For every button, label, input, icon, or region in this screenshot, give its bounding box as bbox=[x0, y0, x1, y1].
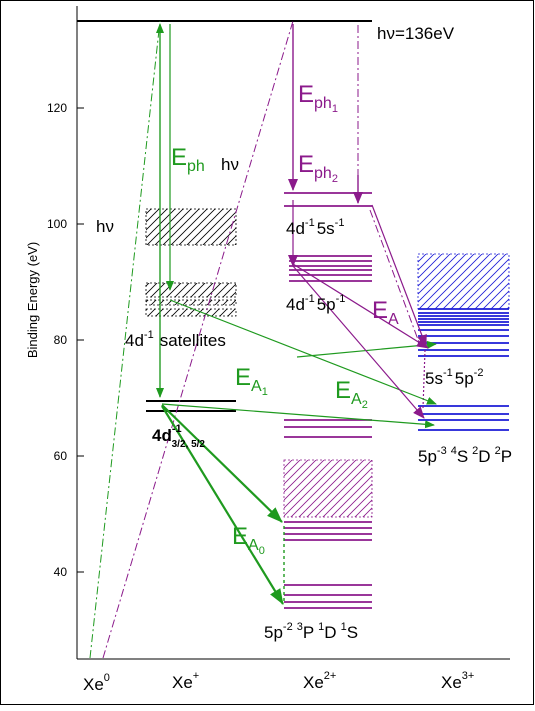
y-tick-60: 60 bbox=[54, 449, 68, 463]
y-tick-120: 120 bbox=[47, 101, 67, 115]
y-tick-40: 40 bbox=[54, 565, 68, 579]
x-axis-labels: Xe0 Xe+ Xe2+ Xe3+ bbox=[83, 670, 474, 694]
hv-line-purple bbox=[102, 20, 294, 659]
y-ticks bbox=[77, 107, 84, 573]
label-5p2: 5p-2 3P 1D 1S bbox=[264, 621, 358, 642]
decay-dashdot-1 bbox=[369, 209, 421, 346]
xlabel-xe3: Xe3+ bbox=[441, 670, 474, 692]
xlabel-xe1: Xe+ bbox=[172, 670, 199, 692]
label-satellites: 4d-1 satellites bbox=[125, 329, 226, 350]
label-ea0: EA0 bbox=[232, 523, 265, 557]
purple-labels: Eph1 Eph2 EA bbox=[298, 81, 399, 328]
label-5s5p: 5s-1 5p-2 bbox=[425, 367, 483, 388]
arrow-sat-to-5p3 bbox=[169, 299, 437, 405]
label-hv-mid: hν bbox=[221, 155, 239, 174]
xlabel-xe0: Xe0 bbox=[83, 672, 110, 694]
black-labels: hν hν 4d-1 satellites 4d-1 3/2, 5/2 4d-1 5s… bbox=[96, 155, 512, 642]
label-eph: Eph bbox=[171, 144, 205, 175]
label-ea2: EA2 bbox=[335, 377, 368, 411]
xe3-dotted-connector bbox=[422, 349, 426, 409]
label-ea1: EA1 bbox=[235, 364, 268, 398]
arrow-ea0-b bbox=[161, 405, 284, 605]
purple-arrows bbox=[288, 24, 429, 419]
label-ea: EA bbox=[372, 297, 399, 328]
label-4d5s: 4d-1 5s-1 bbox=[286, 217, 344, 238]
y-tick-labels: 120 100 80 60 40 bbox=[47, 101, 67, 579]
arrow-ea0-a bbox=[161, 404, 283, 523]
xe1-4d-levels bbox=[146, 400, 236, 412]
arrow-4d5s-to-5s5p bbox=[371, 204, 427, 347]
label-5p3: 5p-3 4S 2D 2P bbox=[418, 445, 512, 466]
label-eph1: Eph1 bbox=[298, 81, 338, 115]
xe2-levels bbox=[284, 192, 372, 609]
label-hv-left: hν bbox=[96, 217, 114, 236]
hv-136ev-label: hν=136eV bbox=[377, 24, 455, 43]
y-tick-100: 100 bbox=[47, 217, 67, 231]
xlabel-xe2: Xe2+ bbox=[303, 670, 336, 692]
arrow-ea2 bbox=[161, 403, 435, 429]
hv-line-green bbox=[89, 20, 161, 659]
arrow-4d5p-to-5p3 bbox=[292, 265, 425, 419]
arrow-4d5p-to-5s5p bbox=[292, 263, 429, 349]
label-eph2: Eph2 bbox=[298, 151, 338, 185]
xe2-hatched-band bbox=[283, 459, 373, 518]
y-axis-label: Binding Energy (eV) bbox=[25, 242, 40, 358]
label-4d-state: 4d-1 3/2, 5/2 bbox=[152, 423, 205, 450]
xe3-hatched-band bbox=[417, 253, 510, 310]
green-labels: Eph EA1 EA2 EA0 bbox=[171, 144, 368, 557]
green-arrows bbox=[156, 23, 437, 605]
label-4d5p: 4d-1 5p-1 bbox=[286, 293, 345, 314]
y-tick-80: 80 bbox=[54, 333, 68, 347]
